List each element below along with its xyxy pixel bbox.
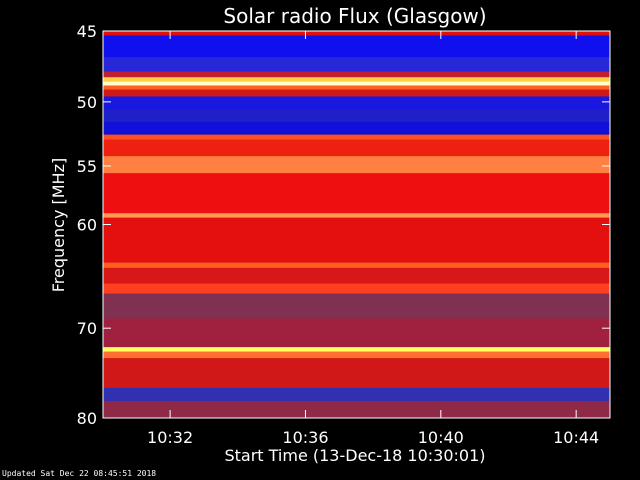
y-tick-label-0: 45 — [77, 22, 97, 41]
band-19 — [103, 283, 610, 294]
band-3 — [103, 71, 610, 78]
band-17 — [103, 262, 610, 268]
band-15 — [103, 213, 610, 218]
band-2 — [103, 57, 610, 72]
band-5 — [103, 81, 610, 86]
band-16 — [103, 217, 610, 263]
band-0 — [103, 31, 610, 36]
y-axis-label: Frequency [MHz] — [49, 158, 68, 292]
band-22 — [103, 347, 610, 352]
x-tick-label-1: 10:36 — [282, 428, 328, 447]
band-21 — [103, 318, 610, 348]
x-tick-label-3: 10:44 — [553, 428, 599, 447]
plot-area — [102, 30, 611, 419]
x-tick-label-2: 10:40 — [418, 428, 464, 447]
y-tick-label-4: 70 — [77, 319, 97, 338]
y-tick-label-5: 80 — [77, 409, 97, 428]
band-24 — [103, 358, 610, 388]
band-20 — [103, 293, 610, 319]
band-23 — [103, 351, 610, 359]
band-10 — [103, 121, 610, 135]
band-26 — [103, 400, 610, 418]
band-13 — [103, 156, 610, 174]
band-4 — [103, 77, 610, 82]
band-25 — [103, 387, 610, 401]
y-tick-label-1: 50 — [77, 93, 97, 112]
band-9 — [103, 109, 610, 122]
y-tick-label-2: 55 — [77, 157, 97, 176]
band-14 — [103, 173, 610, 214]
band-8 — [103, 96, 610, 110]
band-12 — [103, 139, 610, 157]
updated-timestamp: Updated Sat Dec 22 08:45:51 2018 — [2, 469, 157, 478]
y-axis: 45 50 55 60 70 80 — [77, 22, 610, 428]
y-tick-label-3: 60 — [77, 216, 97, 235]
band-1 — [103, 35, 610, 58]
x-axis-label: Start Time (13-Dec-18 10:30:01) — [224, 446, 485, 465]
band-6 — [103, 85, 610, 90]
band-11 — [103, 134, 610, 140]
x-tick-label-0: 10:32 — [147, 428, 193, 447]
band-7 — [103, 89, 610, 97]
chart-title: Solar radio Flux (Glasgow) — [223, 4, 486, 28]
x-axis: 10:32 10:36 10:40 10:44 — [147, 31, 599, 447]
band-18 — [103, 267, 610, 284]
